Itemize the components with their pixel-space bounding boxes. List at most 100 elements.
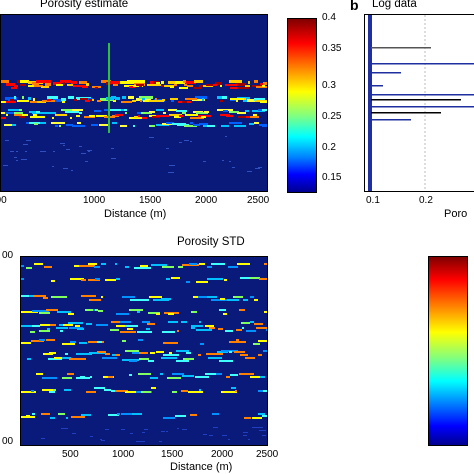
std-streak xyxy=(258,340,267,342)
std-streak xyxy=(168,321,178,323)
std-streak xyxy=(105,353,110,355)
porosity-streak xyxy=(244,98,246,100)
std-streak xyxy=(219,360,233,362)
porosity-streak xyxy=(59,125,61,127)
std-streak xyxy=(94,266,100,268)
std-streak xyxy=(58,413,65,415)
porosity-streak xyxy=(67,84,73,86)
std-streak xyxy=(221,391,237,393)
std-streak xyxy=(36,373,43,375)
std-streak xyxy=(223,313,227,315)
porosity-streak xyxy=(74,99,77,101)
std-streak xyxy=(21,325,37,327)
std-streak xyxy=(62,343,75,345)
std-streak xyxy=(21,342,31,344)
porosity-streak xyxy=(142,98,145,101)
porosity-streak xyxy=(177,124,189,126)
porosity-streak xyxy=(17,100,29,102)
porosity-streak xyxy=(22,114,28,116)
porosity-streak xyxy=(45,83,51,86)
std-streak xyxy=(148,360,154,362)
porosity-streak xyxy=(161,81,164,84)
std-streak xyxy=(138,373,151,375)
std-streak xyxy=(183,358,194,360)
porosity-streak xyxy=(194,80,203,83)
porosity-streak xyxy=(179,87,188,89)
porosity-streak xyxy=(187,85,193,87)
porosity-streak xyxy=(142,117,147,119)
porosity-streak xyxy=(112,122,117,124)
std-streak xyxy=(240,354,248,356)
std-streak xyxy=(166,278,170,280)
porosity-streak xyxy=(12,124,16,126)
std-streak xyxy=(205,325,214,327)
porosity-streak xyxy=(262,125,267,127)
porosity-speckle xyxy=(166,148,169,149)
std-streak xyxy=(172,373,184,375)
porosity-streak xyxy=(5,112,18,114)
porosity-streak xyxy=(149,111,155,113)
std-streak xyxy=(62,357,71,359)
std-streak xyxy=(79,265,95,267)
std-streak xyxy=(151,387,156,389)
porosity-streak xyxy=(47,99,51,101)
std-streak xyxy=(263,390,267,392)
std-streak xyxy=(46,309,58,311)
std-streak xyxy=(26,415,30,417)
std-streak xyxy=(234,351,245,353)
std-streak xyxy=(229,341,246,343)
std-streak xyxy=(161,298,171,300)
std-streak xyxy=(138,299,149,301)
porosity-streak xyxy=(168,81,176,84)
porosity-streak xyxy=(76,115,80,117)
porosity-streak xyxy=(140,100,142,102)
porosity-streak xyxy=(206,84,214,86)
std-streak xyxy=(262,415,267,417)
std-streak xyxy=(33,295,46,297)
std-streak xyxy=(212,413,219,415)
std-streak xyxy=(172,391,177,393)
porosity-streak xyxy=(70,117,72,119)
std-streak xyxy=(76,353,92,355)
std-streak xyxy=(75,325,80,327)
porosity-streak xyxy=(68,96,74,99)
porosity-streak xyxy=(79,112,82,114)
std-streak xyxy=(163,417,175,419)
cbar-tick-0-35: 0.35 xyxy=(322,43,342,54)
std-streak xyxy=(267,352,268,354)
porosity-streak xyxy=(182,101,187,103)
std-streak xyxy=(227,360,230,362)
porosity-streak xyxy=(110,81,125,84)
porosity-streak xyxy=(220,85,222,87)
porosity-streak xyxy=(34,85,43,87)
std-streak xyxy=(41,413,50,415)
porosity-streak xyxy=(193,124,200,126)
porosity-streak xyxy=(185,98,197,100)
porosity-streak xyxy=(229,111,239,113)
std-streak xyxy=(62,377,72,379)
porosity-streak xyxy=(10,99,14,101)
std-streak xyxy=(34,263,43,265)
std-streak xyxy=(235,390,237,392)
std-streak xyxy=(239,309,245,311)
porosity-streak xyxy=(196,112,208,114)
std-streak xyxy=(205,373,222,375)
std-streak xyxy=(178,266,183,268)
std-streak xyxy=(196,281,208,283)
porosity-speckle xyxy=(111,158,116,159)
std-streak xyxy=(266,329,267,331)
porosity-speckle xyxy=(26,140,31,141)
std-speckle xyxy=(136,441,143,442)
porosity-streak xyxy=(220,100,223,102)
std-speckle xyxy=(105,429,109,430)
std-streak xyxy=(39,312,50,314)
std-streak xyxy=(148,312,160,314)
panel-a-xtick-500: 500 xyxy=(0,195,7,206)
std-streak xyxy=(190,414,197,416)
log-spike xyxy=(371,112,441,114)
std-streak xyxy=(147,323,155,325)
porosity-streak xyxy=(19,116,25,118)
panel-c-ytick-bottom: 00 xyxy=(2,436,14,447)
porosity-streak xyxy=(113,100,116,102)
cbar-tick-0-2: 0.2 xyxy=(322,142,336,153)
